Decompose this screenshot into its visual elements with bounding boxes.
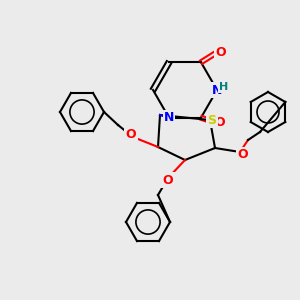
Text: O: O bbox=[163, 173, 173, 187]
Text: N: N bbox=[212, 83, 222, 97]
Text: O: O bbox=[126, 128, 136, 142]
Text: O: O bbox=[216, 46, 226, 59]
Text: H: H bbox=[219, 82, 229, 92]
Text: O: O bbox=[238, 148, 248, 161]
Text: N: N bbox=[164, 111, 174, 124]
Text: O: O bbox=[215, 116, 225, 129]
Text: S: S bbox=[208, 113, 217, 127]
